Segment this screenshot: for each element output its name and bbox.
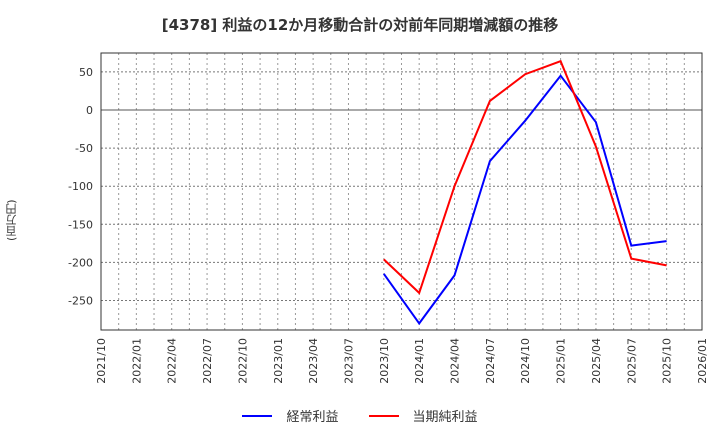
y-axis-ticks: 50 0 -50 -100 -150 -200 -250 <box>68 66 93 308</box>
svg-text:50: 50 <box>79 66 93 79</box>
svg-text:2025/10: 2025/10 <box>661 338 674 384</box>
legend-item-net-profit: 当期純利益 <box>368 406 478 425</box>
gridlines <box>100 53 703 330</box>
svg-text:2024/04: 2024/04 <box>449 338 462 384</box>
x-axis-ticks: 2021/10 2022/01 2022/04 2022/07 2022/10 2023/… <box>95 338 709 384</box>
svg-text:-200: -200 <box>68 256 93 269</box>
svg-text:2025/01: 2025/01 <box>555 338 568 384</box>
series-line <box>383 59 667 295</box>
svg-text:2023/07: 2023/07 <box>342 338 355 384</box>
svg-text:2022/07: 2022/07 <box>201 338 214 384</box>
legend-swatch-red <box>368 414 399 417</box>
data-series <box>382 59 667 326</box>
chart-title: [4378] 利益の12か月移動合計の対前年同期増減額の推移 <box>161 16 559 34</box>
svg-text:2022/04: 2022/04 <box>166 338 179 384</box>
svg-text:2024/07: 2024/07 <box>484 338 497 384</box>
plot-frame <box>100 52 703 331</box>
legend-swatch-blue <box>242 414 273 417</box>
svg-text:-50: -50 <box>75 142 93 155</box>
svg-text:2024/01: 2024/01 <box>413 338 426 384</box>
svg-text:2023/04: 2023/04 <box>307 338 320 384</box>
svg-text:2026/01: 2026/01 <box>696 338 709 384</box>
legend-label: 経常利益 <box>286 410 339 425</box>
legend-item-ordinary-profit: 経常利益 <box>242 406 339 425</box>
svg-text:2025/07: 2025/07 <box>625 338 638 384</box>
svg-text:2022/01: 2022/01 <box>130 338 143 384</box>
legend-label: 当期純利益 <box>412 410 478 425</box>
svg-text:2025/04: 2025/04 <box>590 338 603 384</box>
svg-text:2021/10: 2021/10 <box>95 338 108 384</box>
svg-text:2023/01: 2023/01 <box>272 338 285 384</box>
series-line <box>382 74 667 326</box>
svg-text:-250: -250 <box>68 295 93 308</box>
svg-text:2022/10: 2022/10 <box>236 338 249 384</box>
svg-text:2023/10: 2023/10 <box>378 338 391 384</box>
legend: 経常利益 当期純利益 <box>0 406 720 425</box>
svg-text:0: 0 <box>86 104 93 117</box>
svg-text:-100: -100 <box>68 180 93 193</box>
svg-text:-150: -150 <box>68 218 93 231</box>
svg-text:2024/10: 2024/10 <box>519 338 532 384</box>
